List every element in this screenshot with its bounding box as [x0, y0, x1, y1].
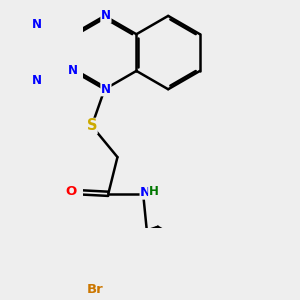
- Text: N: N: [32, 18, 42, 31]
- Text: N: N: [140, 186, 151, 199]
- Text: N: N: [32, 74, 42, 87]
- Text: S: S: [86, 118, 97, 134]
- Text: N: N: [101, 83, 111, 96]
- Text: Br: Br: [87, 283, 104, 296]
- Text: N: N: [101, 9, 111, 22]
- Text: N: N: [68, 64, 78, 77]
- Text: H: H: [149, 185, 159, 198]
- Text: O: O: [65, 185, 76, 199]
